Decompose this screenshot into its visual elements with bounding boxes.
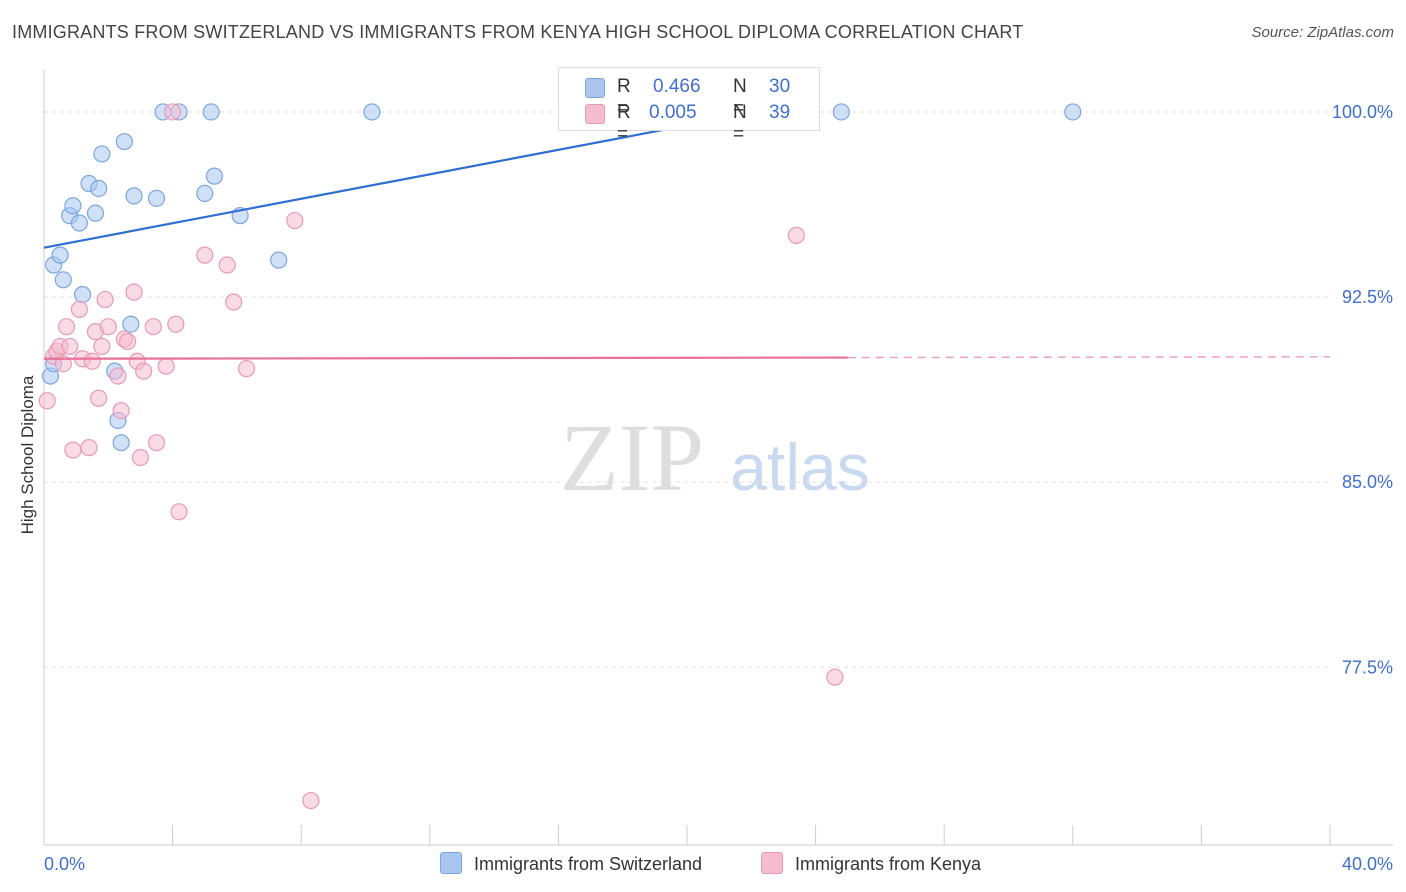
r-label: R = [617, 76, 631, 119]
point-switzerland [1064, 103, 1082, 121]
point-kenya [118, 332, 137, 351]
point-kenya [80, 439, 98, 457]
watermark-zip: ZIP [560, 404, 704, 511]
r-value: 0.466 [653, 76, 701, 97]
point-switzerland [93, 145, 111, 163]
point-kenya [302, 791, 320, 810]
n-label: N = [733, 102, 747, 145]
point-kenya [135, 362, 153, 380]
point-switzerland [70, 214, 88, 232]
y-tick-label: 92.5% [1342, 287, 1393, 307]
point-kenya [83, 352, 101, 370]
point-kenya [96, 290, 114, 309]
point-switzerland [122, 315, 140, 333]
point-switzerland [73, 286, 92, 304]
point-switzerland [90, 179, 108, 198]
stats-legend: R = 0.466 N = 30 R = 0.005 N = 39 [558, 67, 820, 145]
point-kenya [61, 337, 79, 356]
point-kenya [57, 318, 76, 336]
point-switzerland [54, 271, 72, 289]
point-kenya [125, 283, 143, 301]
r-value: 0.005 [649, 102, 697, 123]
legend-label: Immigrants from Kenya [795, 854, 982, 874]
point-kenya [286, 211, 304, 230]
point-kenya [218, 256, 236, 274]
blue-swatch-icon [585, 78, 605, 98]
trendline-kenya-extension [847, 356, 1331, 359]
point-switzerland [112, 434, 130, 452]
pink-swatch-icon [585, 104, 605, 124]
point-switzerland [363, 103, 381, 121]
y-tick-label: 77.5% [1342, 657, 1393, 677]
point-switzerland [125, 187, 143, 205]
point-switzerland [64, 197, 82, 215]
x-tick-label: 0.0% [44, 854, 85, 874]
point-kenya [70, 300, 88, 319]
point-kenya [787, 226, 805, 244]
point-kenya [144, 318, 162, 336]
legend-item-kenya[interactable]: Immigrants from Kenya [761, 852, 981, 875]
point-kenya [225, 293, 243, 311]
pink-square-icon [761, 852, 783, 874]
chart-title: IMMIGRANTS FROM SWITZERLAND VS IMMIGRANT… [12, 22, 1024, 42]
point-kenya [38, 392, 56, 410]
point-switzerland [86, 204, 105, 222]
point-kenya [112, 402, 130, 420]
point-kenya [109, 367, 127, 385]
x-tick-label: 40.0% [1342, 854, 1393, 874]
legend-item-switzerland[interactable]: Immigrants from Switzerland [440, 852, 702, 875]
point-switzerland [832, 103, 850, 121]
point-switzerland [205, 167, 223, 185]
n-value: 30 [769, 76, 791, 97]
point-switzerland [196, 184, 214, 203]
r-label: R = [617, 102, 631, 145]
point-switzerland [115, 132, 133, 151]
point-switzerland [147, 189, 166, 207]
point-switzerland [270, 251, 288, 269]
n-label: N = [733, 76, 747, 119]
point-kenya [64, 441, 82, 459]
y-tick-label: 85.0% [1342, 472, 1393, 492]
trendline-kenya [43, 356, 848, 360]
point-kenya [99, 318, 117, 336]
point-kenya [147, 434, 166, 452]
n-value: 39 [769, 102, 791, 123]
point-kenya [170, 503, 188, 521]
point-kenya [131, 448, 150, 467]
blue-square-icon [440, 852, 462, 874]
source-label: Source: ZipAtlas.com [1251, 24, 1394, 41]
watermark-atlas: atlas [730, 430, 869, 504]
point-kenya [93, 337, 111, 356]
y-tick-label: 100.0% [1332, 102, 1393, 122]
point-switzerland [51, 246, 69, 264]
point-kenya [157, 357, 175, 375]
point-kenya [164, 103, 182, 121]
point-kenya [90, 389, 108, 407]
point-kenya [826, 668, 844, 686]
legend-label: Immigrants from Switzerland [474, 854, 703, 874]
point-kenya [196, 246, 214, 264]
point-switzerland [202, 103, 220, 121]
point-kenya [237, 360, 256, 378]
point-kenya [167, 315, 185, 333]
